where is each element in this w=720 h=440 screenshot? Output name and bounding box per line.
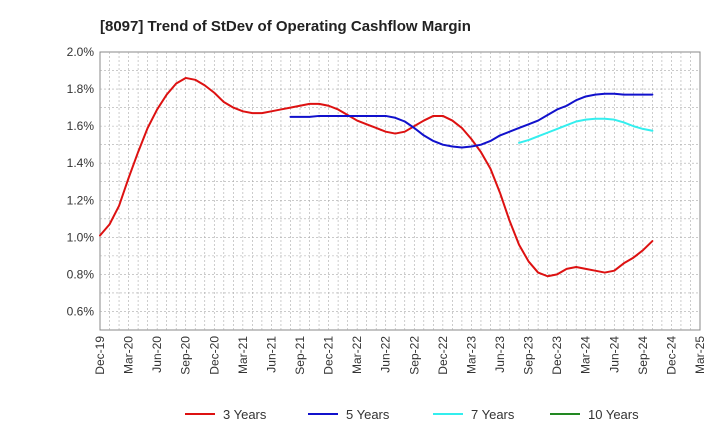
x-tick-label: Dec-23 (550, 336, 564, 375)
x-tick-label: Sep-23 (522, 336, 536, 375)
y-tick-label: 2.0% (67, 45, 95, 59)
legend: 3 Years 5 Years 7 Years 10 Years (185, 407, 639, 422)
x-tick-label: Mar-22 (350, 336, 364, 374)
y-tick-label: 1.8% (67, 82, 95, 96)
x-tick-label: Sep-22 (407, 336, 421, 375)
y-tick-label: 1.4% (67, 156, 95, 170)
y-tick-label: 0.6% (67, 304, 95, 318)
y-tick-label: 1.6% (67, 119, 95, 133)
x-tick-label: Dec-24 (664, 336, 678, 375)
x-tick-label: Dec-21 (322, 336, 336, 375)
y-tick-label: 0.8% (67, 267, 95, 281)
x-axis-ticks: Dec-19 Mar-20 Jun-20 Sep-20 Dec-20 Mar-21 Jun-… (93, 336, 707, 375)
series-line-3-years (99, 76, 654, 278)
x-tick-label: Sep-24 (636, 336, 650, 375)
x-tick-label: Mar-20 (122, 336, 136, 374)
x-tick-label: Sep-21 (293, 336, 307, 375)
legend-label: 10 Years (588, 407, 639, 422)
y-tick-label: 1.2% (67, 193, 95, 207)
x-tick-label: Jun-23 (493, 336, 507, 373)
y-tick-label: 1.0% (67, 230, 95, 244)
series-line-5-years (289, 92, 654, 149)
plot-area (99, 51, 701, 331)
x-tick-label: Mar-25 (693, 336, 707, 374)
y-axis-ticks: 0.6% 0.8% 1.0% 1.2% 1.4% 1.6% 1.8% 2.0% (67, 45, 95, 318)
chart-title: [8097] Trend of StDev of Operating Cashf… (100, 18, 471, 35)
series-lines (99, 76, 654, 278)
legend-label: 7 Years (471, 407, 515, 422)
x-tick-label: Jun-22 (379, 336, 393, 373)
legend-label: 3 Years (223, 407, 267, 422)
x-tick-label: Mar-21 (236, 336, 250, 374)
x-tick-label: Jun-21 (264, 336, 278, 373)
x-tick-label: Mar-23 (464, 336, 478, 374)
x-tick-label: Sep-20 (179, 336, 193, 375)
series-line-7-years (518, 117, 654, 144)
legend-label: 5 Years (346, 407, 390, 422)
x-tick-label: Jun-20 (150, 336, 164, 373)
x-tick-label: Mar-24 (579, 336, 593, 374)
x-tick-label: Dec-20 (207, 336, 221, 375)
x-tick-label: Dec-22 (436, 336, 450, 375)
x-tick-label: Dec-19 (93, 336, 107, 375)
grid-lines (100, 52, 700, 330)
x-tick-label: Jun-24 (607, 336, 621, 373)
